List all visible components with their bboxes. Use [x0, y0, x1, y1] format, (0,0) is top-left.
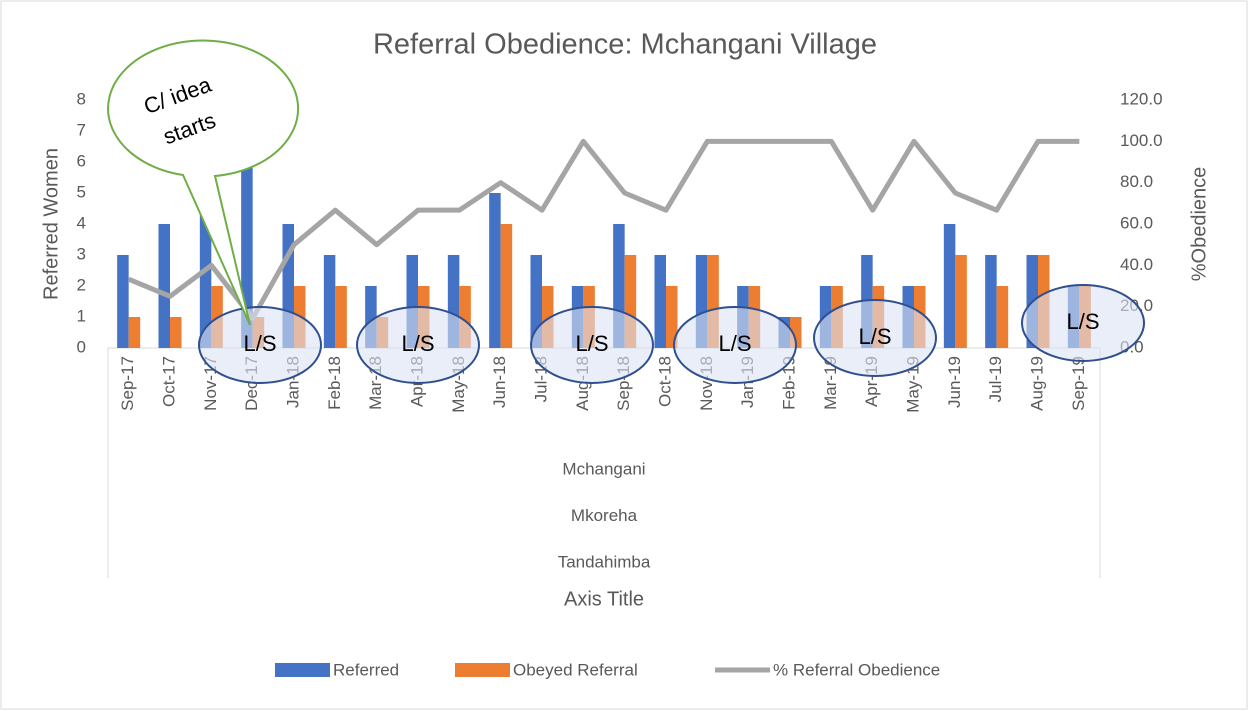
legend-swatch — [275, 663, 330, 677]
legend-label: Referred — [333, 660, 399, 679]
bar — [117, 255, 129, 348]
y-tick-label: 7 — [77, 120, 86, 139]
bar — [624, 255, 637, 348]
bar — [323, 255, 336, 348]
x-tick-label: Jun-18 — [490, 356, 509, 408]
x-tick-label: Mar-19 — [821, 356, 840, 410]
bar — [943, 224, 956, 348]
annotation-circle — [813, 299, 937, 377]
bar — [996, 286, 1009, 348]
bar — [447, 255, 460, 348]
legend-label: Obeyed Referral — [513, 660, 638, 679]
y-tick-label: 1 — [77, 306, 86, 325]
bar — [695, 255, 708, 348]
y-tick-label: 5 — [77, 182, 86, 201]
annotation-label: L/S — [718, 331, 751, 356]
y-tick-label: 3 — [77, 244, 86, 263]
bar — [365, 286, 377, 348]
bar — [282, 224, 294, 348]
annotation-circle — [356, 306, 480, 384]
y-axis-label: Referred Women — [40, 148, 62, 300]
y-tick-label: 4 — [77, 213, 86, 232]
bar — [666, 286, 678, 348]
bar — [406, 255, 418, 348]
annotation-label: L/S — [401, 331, 434, 356]
annotation-circle — [530, 306, 654, 384]
bar — [790, 317, 802, 348]
x-tick-label: Jun-19 — [945, 356, 964, 408]
bar — [707, 255, 719, 348]
category-group-label: Mchangani — [562, 459, 645, 478]
annotation-circle — [1021, 284, 1145, 362]
x-tick-label: Oct-18 — [655, 356, 674, 407]
x-tick-label: Feb-19 — [779, 356, 798, 410]
y2-tick-label: 100.0 — [1120, 131, 1163, 150]
x-tick-label: Jul-19 — [986, 356, 1005, 402]
bar — [654, 255, 666, 348]
annotation-circle — [198, 306, 322, 384]
bar — [241, 131, 253, 348]
bar — [335, 286, 347, 348]
y-tick-label: 6 — [77, 151, 86, 170]
annotation-label: L/S — [1066, 309, 1099, 334]
bar — [459, 286, 471, 348]
line-series — [127, 138, 1080, 321]
bar — [985, 255, 997, 348]
x-tick-label: Oct-17 — [159, 356, 178, 407]
category-group-label: Mkoreha — [571, 506, 638, 525]
chart-title: Referral Obedience: Mchangani Village — [373, 29, 877, 61]
legend-label: % Referral Obedience — [773, 660, 940, 679]
bar — [128, 317, 141, 348]
y-tick-label: 0 — [77, 337, 86, 356]
annotation-label: L/S — [858, 324, 891, 349]
bar — [170, 317, 182, 348]
annotation-label: L/S — [575, 331, 608, 356]
callout-bubble — [107, 39, 300, 326]
bar — [613, 224, 625, 348]
y2-tick-label: 120.0 — [1120, 89, 1163, 108]
annotation-circle — [673, 306, 797, 384]
annotation-label: L/S — [243, 331, 276, 356]
x-tick-label: Sep-17 — [118, 356, 137, 411]
y2-tick-label: 60.0 — [1120, 213, 1153, 232]
x-tick-label: Sep-19 — [1069, 356, 1088, 411]
x-tick-label: Aug-19 — [1027, 356, 1046, 411]
bar — [489, 193, 501, 348]
x-axis-label: Axis Title — [564, 588, 644, 610]
bar — [955, 255, 967, 348]
y2-axis-label: %Obedience — [1188, 167, 1210, 282]
bar — [542, 286, 554, 348]
category-group-label: Tandahimba — [558, 552, 651, 571]
y2-tick-label: 40.0 — [1120, 255, 1153, 274]
legend-swatch — [455, 663, 510, 677]
bar — [500, 224, 513, 348]
x-tick-label: Feb-18 — [325, 356, 344, 410]
bar — [158, 224, 170, 348]
bar — [530, 255, 542, 348]
y-tick-label: 2 — [77, 275, 86, 294]
y2-tick-label: 80.0 — [1120, 172, 1153, 191]
y-tick-label: 8 — [77, 89, 86, 108]
